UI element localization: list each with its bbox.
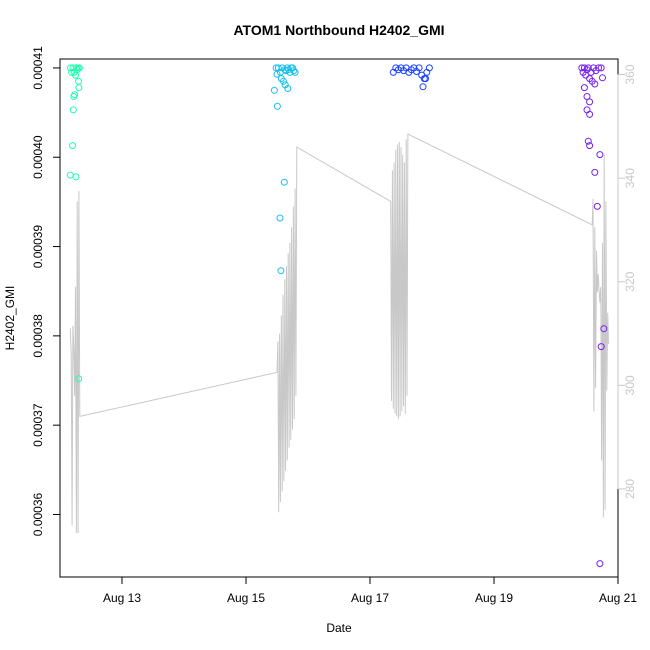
data-point-3-23 (591, 168, 599, 176)
data-point-0-10 (75, 84, 83, 92)
y2-tick-label-1: 300 (623, 375, 637, 395)
data-point-0-15 (66, 171, 74, 179)
plot-lines (69, 133, 609, 534)
data-point-1-20 (280, 178, 288, 186)
data-point-3-24 (593, 202, 601, 210)
data-point-2-10 (415, 64, 423, 72)
data-point-3-21 (584, 137, 592, 145)
data-point-3-11 (599, 74, 606, 82)
data-point-1-12 (282, 67, 290, 75)
x-tick-label-3: Aug 19 (475, 591, 513, 605)
data-point-0-14 (69, 142, 76, 150)
plot-frame (59, 58, 619, 578)
data-point-1-18 (270, 86, 278, 94)
data-point-1-21 (276, 214, 284, 222)
series-line (69, 133, 609, 534)
data-point-0-12 (70, 93, 78, 100)
chart-title: ATOM1 Northbound H2402_GMI (233, 22, 444, 38)
data-point-3-17 (586, 98, 594, 106)
x-tick-label-0: Aug 13 (103, 591, 141, 605)
y-tick-label-4: 0.00040 (31, 135, 45, 179)
x-tick-label-2: Aug 17 (351, 591, 389, 605)
y-tick-label-1: 0.00037 (31, 403, 45, 447)
data-point-0-9 (75, 77, 82, 85)
x-axis-label: Date (326, 621, 352, 635)
y-axis-label: H2402_GMI (3, 286, 17, 351)
data-point-3-9 (595, 64, 603, 72)
data-point-3-20 (596, 151, 604, 159)
data-point-3-16 (583, 93, 591, 100)
data-point-3-19 (586, 110, 594, 118)
data-point-3-15 (580, 84, 588, 92)
data-point-3-18 (583, 106, 591, 114)
data-point-2-16 (419, 83, 427, 91)
data-point-3-14 (591, 80, 599, 88)
x-tick-label-1: Aug 15 (227, 591, 265, 605)
data-point-1-13 (273, 70, 281, 78)
y-tick-label-0: 0.00036 (31, 492, 45, 536)
x-axis: Aug 13 Aug 15 Aug 17 Aug 19 Aug 21 (103, 576, 637, 605)
data-point-0-16 (72, 173, 80, 181)
y-tick-label-5: 0.00041 (31, 46, 45, 90)
y-axis-left: 0.00036 0.00037 0.00038 0.00039 0.00040 0.000… (31, 46, 61, 536)
y2-tick-label-0: 280 (623, 479, 637, 499)
data-point-1-19 (273, 102, 281, 110)
y-tick-label-2: 0.00038 (31, 314, 45, 358)
x-tick-label-4: Aug 21 (599, 591, 637, 605)
y-axis-right: 280 300 320 340 360 (617, 64, 637, 499)
data-point-2-14 (425, 64, 433, 72)
data-point-1-15 (280, 77, 287, 85)
data-point-1-8 (291, 68, 299, 76)
data-point-3-22 (586, 142, 594, 150)
data-point-0-8 (75, 64, 83, 72)
y2-tick-label-4: 360 (623, 64, 637, 84)
data-point-0-13 (69, 106, 77, 114)
data-point-2-13 (423, 68, 431, 76)
data-point-1-17 (284, 85, 292, 92)
y-tick-label-3: 0.00039 (31, 225, 45, 269)
data-point-2-15 (422, 75, 429, 83)
data-point-3-10 (597, 64, 605, 72)
data-point-3-27 (596, 560, 604, 568)
plot-points (66, 64, 608, 568)
data-point-1-22 (277, 267, 285, 275)
data-point-3-26 (597, 343, 605, 351)
data-point-3-25 (600, 325, 608, 333)
data-point-1-1 (274, 64, 282, 72)
y2-tick-label-3: 340 (623, 168, 637, 188)
data-point-0-17 (75, 375, 83, 383)
y2-tick-label-2: 320 (623, 271, 637, 291)
